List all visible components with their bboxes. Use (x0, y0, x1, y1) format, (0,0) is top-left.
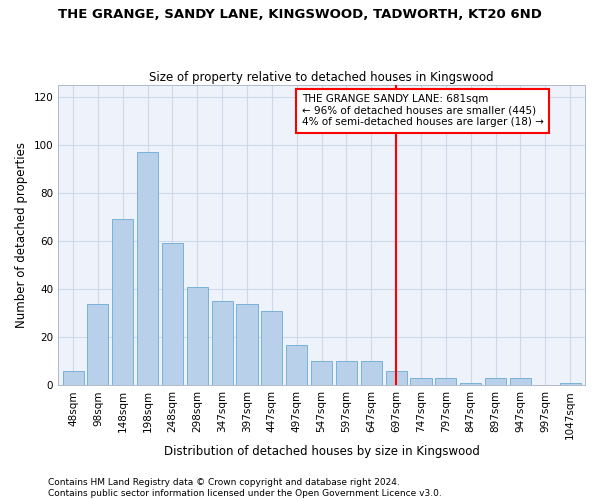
Bar (336, 362, 357, 386)
X-axis label: Distribution of detached houses by size in Kingswood: Distribution of detached houses by size … (164, 444, 479, 458)
Title: Size of property relative to detached houses in Kingswood: Size of property relative to detached ho… (149, 70, 494, 84)
Bar (560, 383, 581, 386)
Bar (311, 362, 332, 386)
Bar (62, 371, 83, 386)
Bar (88, 304, 109, 386)
Text: Contains HM Land Registry data © Crown copyright and database right 2024.
Contai: Contains HM Land Registry data © Crown c… (48, 478, 442, 498)
Bar (236, 304, 257, 386)
Bar (137, 152, 158, 386)
Bar (510, 378, 531, 386)
Bar (410, 378, 431, 386)
Bar (112, 220, 133, 386)
Y-axis label: Number of detached properties: Number of detached properties (15, 142, 28, 328)
Text: THE GRANGE, SANDY LANE, KINGSWOOD, TADWORTH, KT20 6ND: THE GRANGE, SANDY LANE, KINGSWOOD, TADWO… (58, 8, 542, 20)
Bar (361, 362, 382, 386)
Text: THE GRANGE SANDY LANE: 681sqm
← 96% of detached houses are smaller (445)
4% of s: THE GRANGE SANDY LANE: 681sqm ← 96% of d… (302, 94, 544, 128)
Bar (262, 311, 283, 386)
Bar (286, 344, 307, 386)
Bar (485, 378, 506, 386)
Bar (212, 301, 233, 386)
Bar (187, 287, 208, 386)
Bar (162, 244, 183, 386)
Bar (460, 383, 481, 386)
Bar (386, 371, 407, 386)
Bar (435, 378, 457, 386)
